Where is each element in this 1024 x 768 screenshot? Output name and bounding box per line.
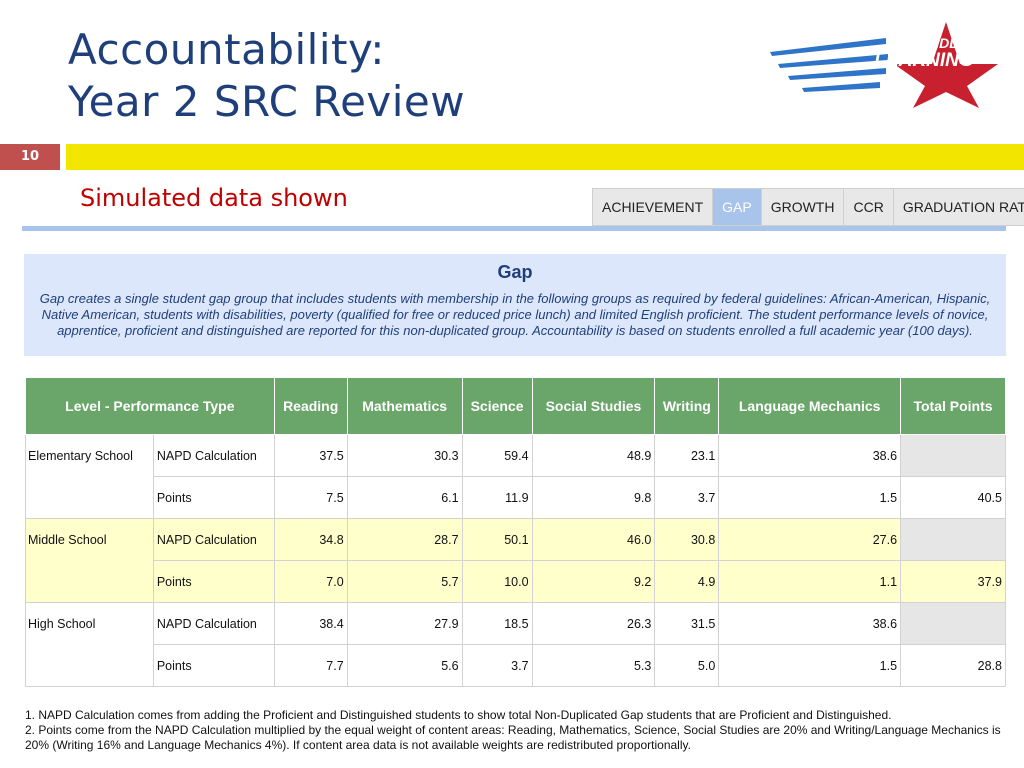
value-cell: 5.7 <box>346 560 463 603</box>
total-points-cell: 28.8 <box>900 644 1006 687</box>
header-mathematics: Mathematics <box>346 377 463 435</box>
header-divider-bar <box>66 144 1024 170</box>
logo-text: UNBRIDLED LEARNING <box>874 35 977 71</box>
unbridled-learning-logo: UNBRIDLED LEARNING <box>770 22 998 108</box>
value-cell: 27.9 <box>346 602 463 645</box>
value-cell: 48.9 <box>531 434 656 477</box>
tab-underline <box>22 226 1006 231</box>
value-cell: 6.1 <box>346 476 463 519</box>
value-cell: 28.7 <box>346 518 463 561</box>
table-header-row: Level - Performance Type Reading Mathema… <box>25 377 1006 435</box>
table-row: High School NAPD Calculation 38.4 27.9 1… <box>25 602 1006 687</box>
level-cell: High School <box>25 602 154 687</box>
value-cell: 31.5 <box>654 602 720 645</box>
footnote-2: 2. Points come from the NAPD Calculation… <box>25 723 1001 752</box>
total-points-cell <box>900 518 1006 561</box>
slide-title: Accountability: Year 2 SRC Review <box>68 24 465 128</box>
value-cell: 10.0 <box>461 560 533 603</box>
value-cell: 9.2 <box>531 560 656 603</box>
header-total-points: Total Points <box>900 377 1006 435</box>
type-cell: Points <box>152 476 275 519</box>
value-cell: 9.8 <box>531 476 656 519</box>
table-row: Points 7.7 5.6 3.7 5.3 5.0 1.5 28.8 <box>26 644 1006 687</box>
value-cell: 59.4 <box>461 434 533 477</box>
value-cell: 1.5 <box>718 476 902 519</box>
type-cell: Points <box>152 560 275 603</box>
value-cell: 18.5 <box>461 602 533 645</box>
value-cell: 30.3 <box>346 434 463 477</box>
footnote-1: 1. NAPD Calculation comes from adding th… <box>25 708 892 722</box>
type-cell: Points <box>152 644 275 687</box>
value-cell: 1.1 <box>718 560 902 603</box>
gap-title: Gap <box>497 262 533 282</box>
value-cell: 38.6 <box>718 434 902 477</box>
header-language-mechanics: Language Mechanics <box>718 377 902 435</box>
value-cell: 5.3 <box>531 644 656 687</box>
total-points-cell: 37.9 <box>900 560 1006 603</box>
total-points-cell: 40.5 <box>900 476 1006 519</box>
slide-title-line-1: Accountability: <box>68 25 385 74</box>
header-writing: Writing <box>654 377 720 435</box>
value-cell: 30.8 <box>654 518 720 561</box>
logo-text-line-2: LEARNING <box>874 50 973 71</box>
value-cell: 11.9 <box>461 476 533 519</box>
value-cell: 1.5 <box>718 644 902 687</box>
value-cell: 3.7 <box>654 476 720 519</box>
gap-data-table: Level - Performance Type Reading Mathema… <box>25 377 1006 687</box>
value-cell: 4.9 <box>654 560 720 603</box>
footnotes: 1. NAPD Calculation comes from adding th… <box>25 708 1010 753</box>
value-cell: 7.0 <box>273 560 348 603</box>
level-cell: Middle School <box>25 518 154 603</box>
tab-ccr[interactable]: CCR <box>843 188 893 226</box>
value-cell: 5.6 <box>346 644 463 687</box>
total-points-cell <box>900 434 1006 477</box>
slide-title-line-2: Year 2 SRC Review <box>68 77 466 126</box>
value-cell: 26.3 <box>531 602 656 645</box>
category-tabs: ACHIEVEMENT GAP GROWTH CCR GRADUATION RA… <box>592 188 1024 226</box>
value-cell: 34.8 <box>273 518 348 561</box>
type-cell: NAPD Calculation <box>152 518 275 561</box>
gap-info-panel: Gap Gap creates a single student gap gro… <box>24 254 1006 356</box>
type-cell: NAPD Calculation <box>152 602 275 645</box>
value-cell: 50.1 <box>461 518 533 561</box>
subtitle: Simulated data shown <box>80 184 348 212</box>
tab-growth[interactable]: GROWTH <box>760 188 844 226</box>
table-row: Elementary School NAPD Calculation 37.5 … <box>25 434 1006 519</box>
slide-number: 10 <box>0 144 60 170</box>
header-level-performance-type: Level - Performance Type <box>25 377 275 435</box>
table-row: Middle School NAPD Calculation 34.8 28.7… <box>25 518 1006 603</box>
value-cell: 27.6 <box>718 518 902 561</box>
value-cell: 5.0 <box>654 644 720 687</box>
total-points-cell <box>900 602 1006 645</box>
type-cell: NAPD Calculation <box>152 434 275 477</box>
tab-gap[interactable]: GAP <box>712 188 761 226</box>
value-cell: 38.6 <box>718 602 902 645</box>
header-science: Science <box>461 377 533 435</box>
level-cell: Elementary School <box>25 434 154 519</box>
logo-text-line-1: UNBRIDLED <box>895 35 977 51</box>
tab-achievement[interactable]: ACHIEVEMENT <box>592 188 713 226</box>
value-cell: 7.7 <box>273 644 348 687</box>
value-cell: 3.7 <box>461 644 533 687</box>
table-row: Points 7.5 6.1 11.9 9.8 3.7 1.5 40.5 <box>26 476 1006 519</box>
value-cell: 23.1 <box>654 434 720 477</box>
header-reading: Reading <box>273 377 348 435</box>
table-row: Points 7.0 5.7 10.0 9.2 4.9 1.1 37.9 <box>26 560 1006 603</box>
value-cell: 37.5 <box>273 434 348 477</box>
value-cell: 38.4 <box>273 602 348 645</box>
header-social-studies: Social Studies <box>531 377 656 435</box>
gap-description: Gap creates a single student gap group t… <box>39 291 991 338</box>
tab-graduation-rate[interactable]: GRADUATION RATE <box>892 188 1024 226</box>
value-cell: 7.5 <box>273 476 348 519</box>
value-cell: 46.0 <box>531 518 656 561</box>
